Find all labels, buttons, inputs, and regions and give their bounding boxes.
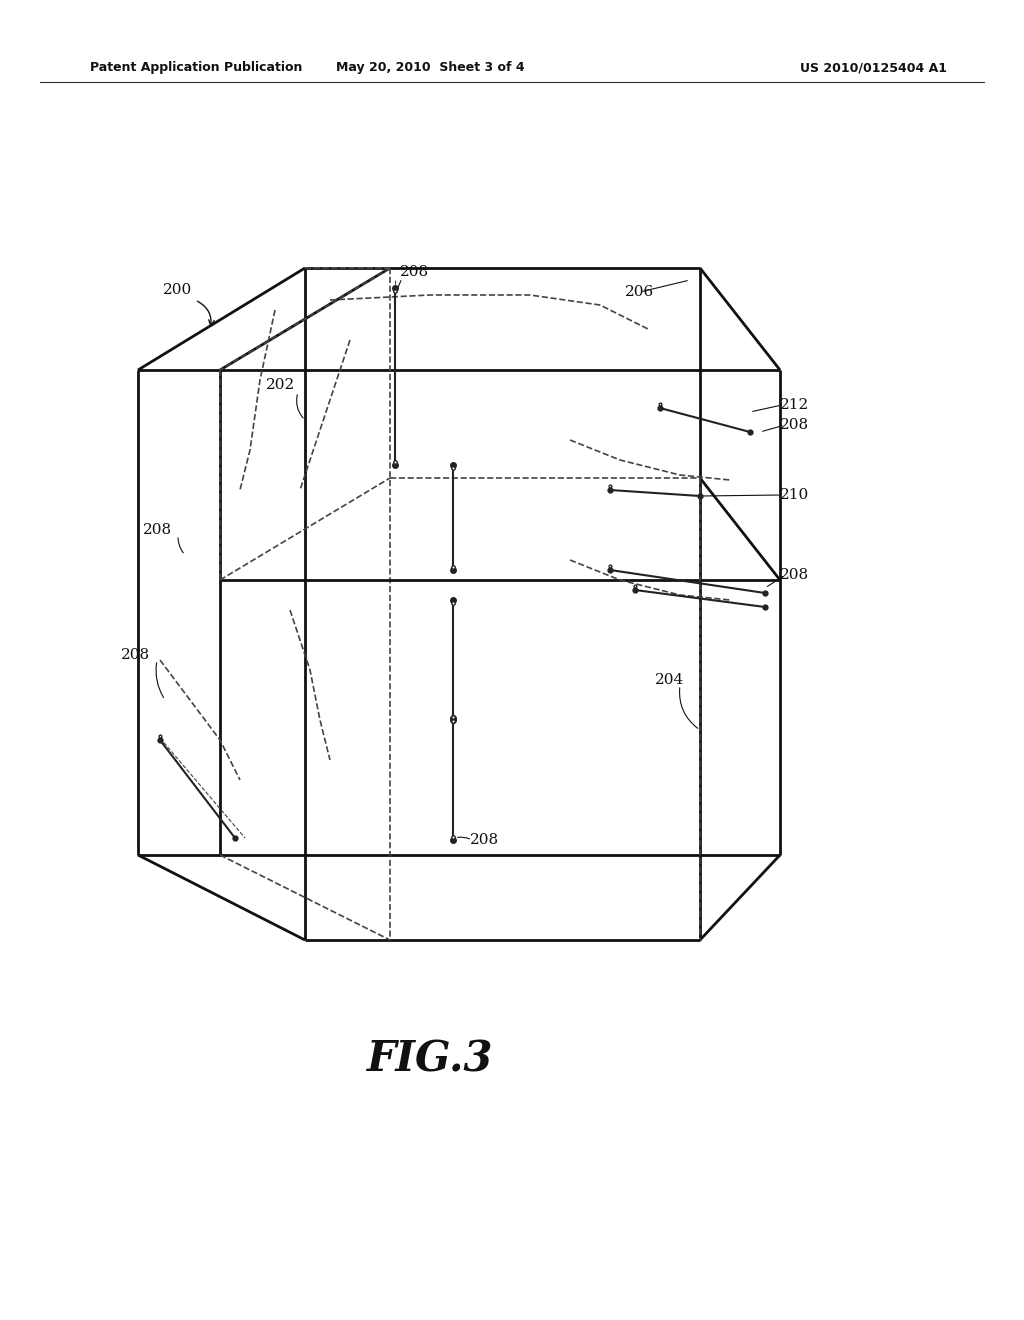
Text: 208: 208 bbox=[121, 648, 150, 663]
Text: 212: 212 bbox=[780, 399, 809, 412]
Text: 208: 208 bbox=[400, 265, 429, 279]
Text: 208: 208 bbox=[780, 418, 809, 432]
Text: 206: 206 bbox=[625, 285, 654, 300]
Text: 200: 200 bbox=[163, 282, 193, 297]
Text: 208: 208 bbox=[470, 833, 499, 847]
Text: 210: 210 bbox=[780, 488, 809, 502]
Text: FIG.3: FIG.3 bbox=[367, 1039, 494, 1081]
Text: US 2010/0125404 A1: US 2010/0125404 A1 bbox=[800, 62, 947, 74]
Text: 208: 208 bbox=[780, 568, 809, 582]
Text: May 20, 2010  Sheet 3 of 4: May 20, 2010 Sheet 3 of 4 bbox=[336, 62, 524, 74]
Text: 204: 204 bbox=[655, 673, 684, 686]
Text: Patent Application Publication: Patent Application Publication bbox=[90, 62, 302, 74]
Text: 202: 202 bbox=[266, 378, 295, 392]
Text: 208: 208 bbox=[143, 523, 172, 537]
